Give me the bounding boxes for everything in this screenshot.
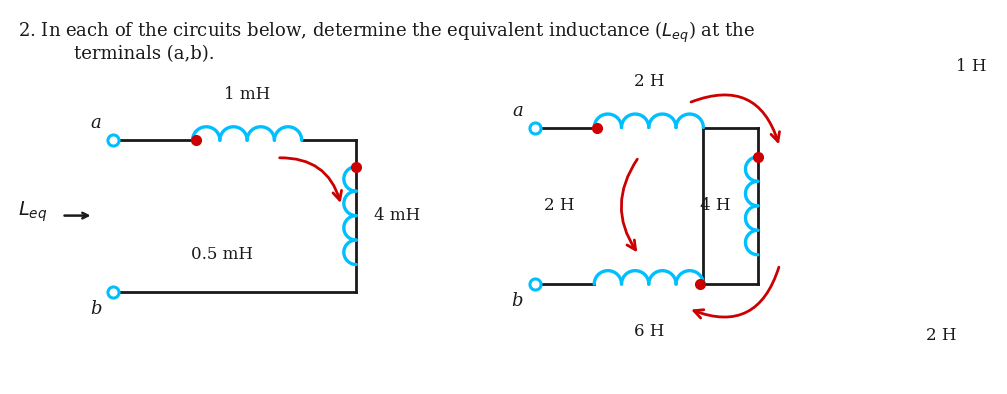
Text: 4 H: 4 H	[700, 197, 730, 214]
Text: 2 H: 2 H	[544, 197, 574, 214]
Text: a: a	[513, 102, 523, 120]
FancyArrowPatch shape	[694, 267, 778, 318]
Text: b: b	[90, 300, 102, 318]
Text: 2. In each of the circuits below, determine the equivalent inductance ($L_{eq}$): 2. In each of the circuits below, determ…	[18, 20, 755, 45]
Text: 1 mH: 1 mH	[224, 86, 270, 103]
Text: 2 H: 2 H	[633, 73, 664, 90]
FancyArrowPatch shape	[280, 158, 341, 200]
FancyArrowPatch shape	[621, 159, 637, 250]
Text: $L_{eq}$: $L_{eq}$	[18, 199, 47, 224]
Text: 4 mH: 4 mH	[374, 207, 420, 224]
Text: 1 H: 1 H	[957, 58, 987, 75]
Text: terminals (a,b).: terminals (a,b).	[74, 45, 214, 63]
Text: 0.5 mH: 0.5 mH	[191, 246, 254, 263]
FancyArrowPatch shape	[691, 95, 779, 141]
Text: a: a	[91, 114, 102, 132]
Text: 2 H: 2 H	[926, 327, 957, 344]
Text: b: b	[512, 292, 523, 310]
Text: 6 H: 6 H	[633, 323, 664, 340]
